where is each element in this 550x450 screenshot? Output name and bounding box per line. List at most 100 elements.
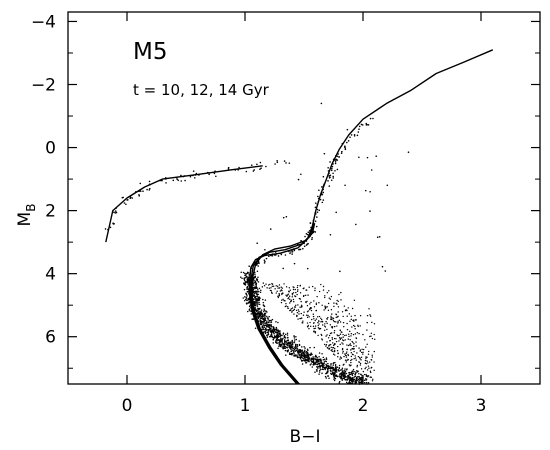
star-point: [325, 363, 327, 366]
star-point: [352, 372, 355, 374]
star-point: [264, 332, 267, 335]
star-point: [354, 333, 357, 335]
star-point: [270, 321, 273, 323]
star-point: [347, 344, 350, 347]
star-point: [180, 180, 183, 182]
star-point: [333, 330, 336, 332]
star-point: [293, 341, 295, 344]
star-point: [351, 307, 354, 310]
star-point: [267, 333, 270, 336]
star-point: [277, 347, 279, 350]
star-point: [333, 320, 336, 323]
star-point: [297, 309, 300, 311]
star-point: [335, 316, 337, 319]
star-point: [290, 308, 293, 310]
star-point: [356, 370, 358, 372]
star-point: [372, 117, 374, 120]
star-point: [267, 321, 269, 324]
star-point: [248, 305, 251, 308]
star-point: [315, 361, 317, 364]
star-point: [366, 123, 368, 126]
star-point: [255, 303, 257, 306]
star-point: [331, 326, 334, 328]
star-point: [304, 360, 306, 362]
star-point: [276, 290, 278, 292]
star-point: [283, 283, 285, 285]
star-point: [355, 318, 357, 321]
star-point: [254, 302, 257, 304]
star-point: [261, 312, 263, 315]
star-point: [346, 359, 348, 362]
y-tick-label: 4: [45, 265, 56, 285]
star-point: [286, 351, 289, 353]
star-point: [323, 366, 325, 369]
star-point: [326, 367, 329, 370]
star-point: [252, 282, 254, 285]
star-point: [308, 327, 310, 330]
star-point: [320, 361, 323, 364]
star-point: [290, 350, 293, 352]
star-point: [184, 179, 186, 182]
star-point: [254, 287, 257, 289]
star-point: [256, 301, 258, 303]
star-point: [306, 233, 309, 236]
star-point: [327, 309, 330, 312]
star-point: [277, 330, 280, 333]
star-point: [246, 281, 249, 284]
star-point: [295, 338, 298, 341]
star-point: [327, 180, 329, 182]
star-point: [112, 222, 114, 224]
star-point: [317, 367, 319, 369]
star-point: [342, 375, 345, 378]
star-point: [333, 373, 336, 375]
star-point: [337, 345, 339, 348]
star-point: [367, 362, 369, 364]
star-point: [277, 339, 280, 341]
star-point: [337, 306, 340, 308]
star-point: [306, 304, 309, 307]
star-point: [331, 338, 334, 340]
star-point: [310, 307, 312, 309]
star-point: [256, 295, 258, 298]
star-point: [254, 296, 256, 299]
star-point: [254, 327, 257, 329]
star-point: [350, 364, 352, 366]
star-point: [303, 356, 306, 358]
star-point: [371, 380, 374, 382]
star-point: [280, 334, 282, 336]
star-point: [245, 273, 247, 275]
star-point: [371, 366, 373, 369]
star-point: [302, 354, 305, 357]
star-point: [287, 337, 289, 339]
star-point: [338, 293, 340, 296]
star-point: [282, 298, 284, 301]
star-point: [316, 366, 318, 368]
star-point: [123, 202, 126, 204]
star-point: [335, 211, 337, 214]
star-point: [301, 350, 304, 352]
star-point: [364, 339, 366, 341]
star-points: [104, 102, 410, 385]
star-point: [282, 347, 284, 350]
star-point: [336, 325, 338, 327]
star-point: [317, 316, 319, 318]
star-point: [246, 297, 248, 300]
star-point: [334, 347, 336, 350]
star-point: [350, 355, 353, 358]
star-point: [344, 376, 347, 378]
star-point: [138, 195, 141, 197]
star-point: [215, 175, 217, 178]
star-point: [320, 360, 323, 362]
star-point: [321, 304, 323, 306]
star-point: [359, 325, 361, 327]
star-point: [313, 318, 315, 320]
star-point: [286, 305, 289, 308]
star-point: [369, 371, 372, 374]
star-point: [318, 315, 321, 318]
star-point: [348, 381, 351, 383]
star-point: [340, 152, 343, 155]
star-point: [272, 285, 275, 288]
star-point: [339, 333, 342, 335]
star-point: [335, 338, 337, 340]
star-point: [291, 349, 294, 351]
